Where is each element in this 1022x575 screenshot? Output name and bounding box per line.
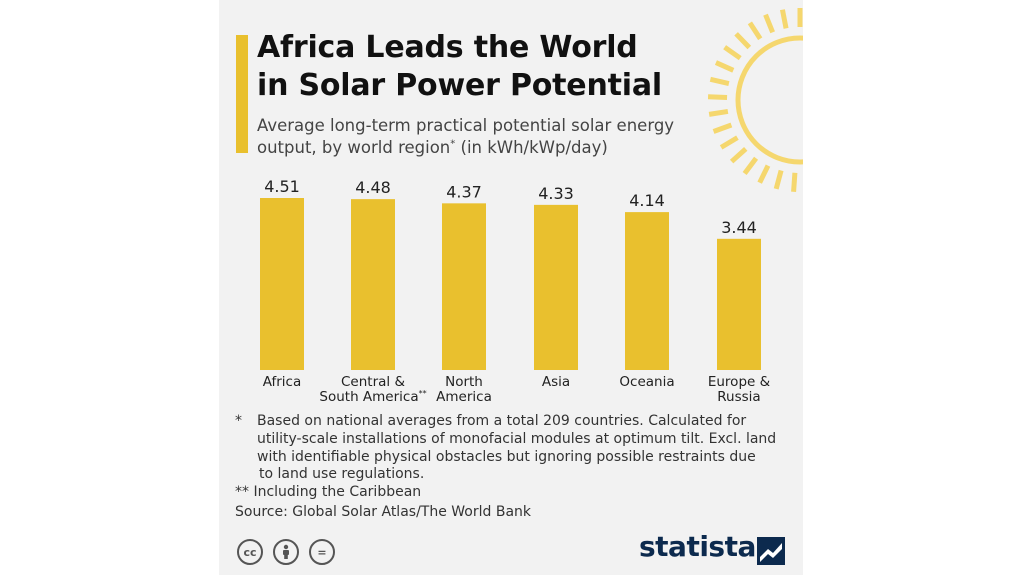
- category-label: Russia: [717, 389, 760, 405]
- sun-ray: [729, 146, 748, 164]
- category-label: Oceania: [619, 374, 674, 390]
- sun-ray: [707, 94, 728, 100]
- bar-value-label: 4.14: [629, 191, 665, 210]
- bar-value-label: 3.44: [721, 218, 757, 237]
- category-label: Africa: [263, 374, 302, 390]
- subtitle-footnote-mark: *: [450, 138, 456, 150]
- title-line-2: in Solar Power Potential: [257, 68, 662, 103]
- statista-logo-text[interactable]: statista: [639, 530, 756, 563]
- sun-ray: [747, 21, 763, 41]
- bar: [351, 199, 395, 370]
- subtitle-line-1: Average long-term practical potential so…: [257, 116, 675, 135]
- footnote-line-1: Based on national averages from a total …: [257, 413, 747, 429]
- sun-ray: [714, 60, 735, 73]
- subtitle-line-2: output, by world region* (in kWh/kWp/day…: [257, 138, 608, 157]
- sun-disc: [735, 35, 803, 165]
- bar: [717, 238, 761, 370]
- bar-value-label: 4.33: [538, 184, 574, 203]
- sun-ray: [763, 13, 775, 34]
- bar: [625, 212, 669, 370]
- infographic-card: Africa Leads the World in Solar Power Po…: [219, 0, 803, 575]
- source-text: Source: Global Solar Atlas/The World Ban…: [235, 504, 532, 520]
- nd-icon[interactable]: =: [309, 539, 335, 565]
- footnote-caribbean: ** Including the Caribbean: [235, 484, 422, 500]
- by-icon[interactable]: [273, 539, 299, 565]
- footnote-line-3: with identifiable physical obstacles but…: [257, 449, 756, 465]
- person-icon: [283, 544, 289, 559]
- bar: [534, 204, 578, 370]
- title-accent-bar: [236, 35, 248, 153]
- sun-ray: [712, 122, 733, 134]
- sun-ray: [779, 9, 789, 29]
- bar-value-label: 4.37: [446, 182, 482, 201]
- category-label: South America**: [319, 389, 426, 405]
- bar-value-label: 4.48: [355, 178, 391, 197]
- bar-value-label: 4.51: [264, 177, 300, 196]
- footnote-line-4: to land use regulations.: [259, 466, 425, 482]
- sun-ray: [742, 156, 759, 175]
- bar: [442, 203, 486, 370]
- sun-ray: [708, 108, 729, 117]
- sun-ray: [709, 76, 730, 87]
- subtitle-line-2-unit: (in kWh/kWp/day): [455, 138, 608, 157]
- footnote-star: *: [235, 413, 242, 429]
- sun-ray: [757, 164, 771, 184]
- category-label: America: [436, 389, 492, 405]
- statista-logo-icon[interactable]: [757, 537, 785, 565]
- category-label: Asia: [542, 374, 570, 390]
- bar-chart: 4.51 Africa 4.48 Central &South America** 4.…: [260, 177, 771, 405]
- category-footnote-mark: **: [419, 389, 427, 398]
- sun-ray: [791, 172, 798, 192]
- category-label: Central &: [341, 374, 405, 390]
- sun-ray: [723, 45, 742, 61]
- sun-ray: [719, 135, 739, 150]
- category-label: North: [445, 374, 483, 390]
- bar: [260, 198, 304, 370]
- footnote-line-2: utility-scale installations of monofacia…: [257, 431, 777, 447]
- cc-icon[interactable]: cc: [237, 539, 263, 565]
- category-label: Europe &: [708, 374, 771, 390]
- title-line-1: Africa Leads the World: [257, 30, 638, 65]
- subtitle-line-2-text: output, by world region: [257, 138, 451, 157]
- sun-ray: [734, 32, 752, 50]
- sun-icon: [707, 8, 803, 192]
- sun-ray: [773, 169, 784, 190]
